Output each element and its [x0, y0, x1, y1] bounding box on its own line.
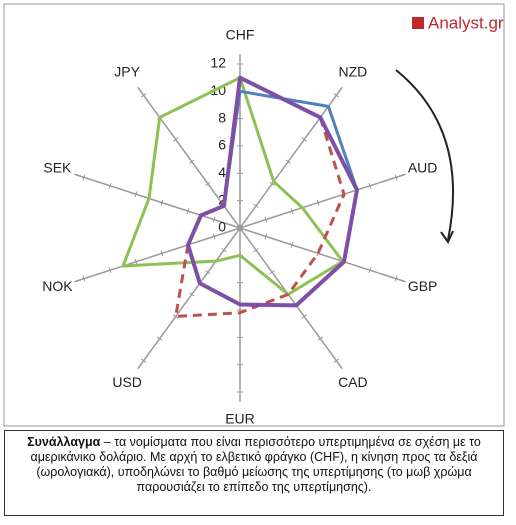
- axis-spoke: [74, 227, 241, 283]
- tick-mark: [269, 181, 275, 186]
- tick-mark: [140, 93, 147, 98]
- category-label: SEK: [43, 159, 72, 175]
- tick-mark: [290, 241, 294, 248]
- tick-mark: [301, 314, 307, 319]
- tick-mark: [264, 233, 268, 240]
- y-tick-label: 4: [218, 164, 226, 180]
- tick-mark: [394, 275, 398, 282]
- tick-mark: [285, 159, 291, 164]
- axis-spoke: [239, 227, 406, 283]
- category-label: CHF: [226, 27, 255, 43]
- tick-mark: [253, 247, 259, 253]
- y-tick-label: 2: [218, 191, 226, 207]
- category-label: USD: [112, 374, 142, 390]
- category-label: JPY: [114, 63, 140, 79]
- caption: Συνάλλαγμα – τα νομίσματα που είναι περι…: [4, 430, 504, 516]
- axis-spoke: [137, 227, 241, 370]
- tick-mark: [156, 336, 163, 341]
- tick-mark: [253, 203, 259, 209]
- tick-mark: [368, 267, 372, 274]
- tick-mark: [134, 258, 138, 265]
- axis-spoke: [239, 227, 343, 370]
- y-tick-label: 12: [210, 55, 226, 71]
- y-tick-label: 6: [218, 137, 226, 153]
- tick-mark: [290, 208, 294, 215]
- tick-mark: [140, 358, 147, 363]
- arrow-head: [440, 230, 454, 245]
- logo-icon: [412, 17, 424, 29]
- axis-spoke: [239, 86, 343, 229]
- tick-mark: [333, 358, 340, 363]
- tick-mark: [316, 199, 320, 206]
- tick-mark: [368, 182, 372, 189]
- tick-mark: [173, 137, 179, 142]
- tick-mark: [189, 292, 195, 297]
- chart-border: [3, 3, 505, 427]
- logo: Analyst.gr: [412, 13, 504, 32]
- tick-mark: [317, 336, 324, 341]
- category-label: NZD: [338, 63, 367, 79]
- tick-mark: [205, 270, 211, 275]
- tick-mark: [333, 93, 340, 98]
- series-line: [121, 76, 345, 296]
- tick-mark: [212, 233, 216, 240]
- y-tick-label: 0: [218, 219, 226, 235]
- tick-mark: [173, 314, 179, 319]
- logo-text: Analyst.gr: [428, 13, 504, 32]
- tick-mark: [301, 137, 307, 142]
- axis-spoke: [74, 173, 241, 229]
- tick-mark: [189, 159, 195, 164]
- tick-mark: [82, 174, 86, 181]
- tick-mark: [108, 182, 112, 189]
- y-tick-label: 8: [218, 109, 226, 125]
- category-label: GBP: [408, 278, 438, 294]
- category-label: CAD: [338, 374, 368, 390]
- tick-mark: [221, 247, 227, 253]
- tick-mark: [212, 216, 216, 223]
- tick-mark: [108, 267, 112, 274]
- tick-mark: [264, 216, 268, 223]
- caption-text: – τα νομίσματα που είναι περισσότερο υπε…: [30, 435, 481, 494]
- tick-mark: [237, 225, 243, 231]
- category-label: NOK: [42, 278, 73, 294]
- tick-mark: [205, 181, 211, 186]
- caption-title: Συνάλλαγμα: [27, 435, 101, 449]
- tick-mark: [160, 250, 164, 257]
- chart: Analyst.gr CHF NZD AUD GBP CAD EUR USD NOK SEK JP…: [3, 3, 505, 427]
- category-label: EUR: [225, 411, 255, 427]
- axis-spoke: [239, 173, 406, 229]
- category-label: AUD: [408, 159, 438, 175]
- tick-mark: [82, 275, 86, 282]
- tick-mark: [186, 208, 190, 215]
- tick-mark: [269, 270, 275, 275]
- direction-arrow: [395, 69, 454, 241]
- tick-mark: [394, 174, 398, 181]
- series-line: [186, 75, 359, 308]
- tick-mark: [160, 199, 164, 206]
- tick-mark: [134, 191, 138, 198]
